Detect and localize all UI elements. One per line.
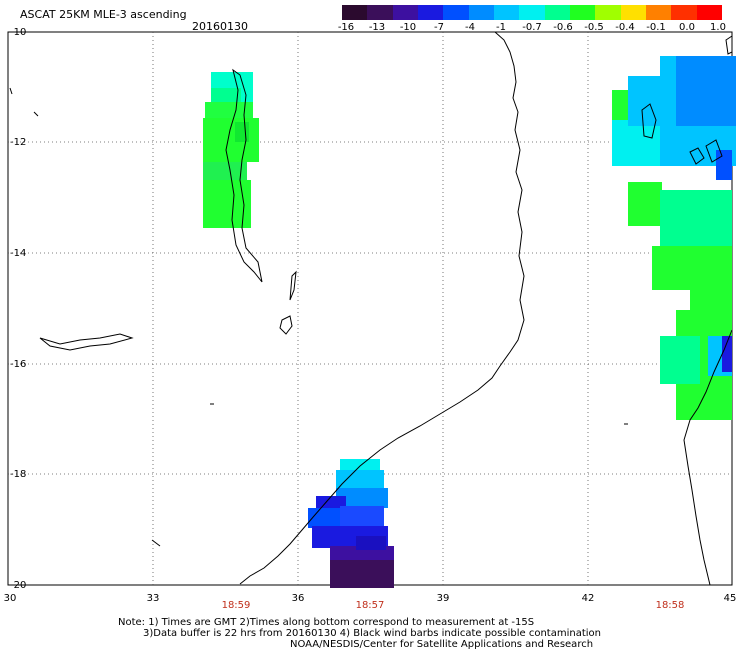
lon-label: 33 bbox=[146, 593, 160, 604]
map-date: 20160130 bbox=[192, 20, 248, 33]
swath-left bbox=[203, 72, 259, 228]
note-line-1: Note: 1) Times are GMT 2)Times along bot… bbox=[118, 617, 535, 628]
colorbar-label: 1.0 bbox=[710, 22, 726, 33]
colorbar-label: -7 bbox=[434, 22, 444, 33]
colorbar-swatch bbox=[519, 5, 545, 20]
lat-label: -10 bbox=[10, 27, 27, 38]
colorbar-swatch bbox=[342, 5, 368, 20]
lat-label: -12 bbox=[10, 137, 27, 148]
lat-label: -18 bbox=[10, 469, 27, 480]
lon-label: 30 bbox=[3, 593, 17, 604]
colorbar-swatch bbox=[595, 5, 621, 20]
lat-label: -20 bbox=[10, 580, 27, 591]
colorbar-swatch bbox=[367, 5, 393, 20]
colorbar-swatch bbox=[493, 5, 520, 20]
note-line-2: 3)Data buffer is 22 hrs from 20160130 4)… bbox=[143, 628, 601, 639]
colorbar-swatch bbox=[392, 5, 418, 20]
pass-time: 18:57 bbox=[355, 600, 385, 611]
colorbar-swatch bbox=[544, 5, 570, 20]
colorbar-swatch bbox=[645, 5, 672, 20]
colorbar-swatch bbox=[417, 5, 444, 20]
colorbar-label: -16 bbox=[337, 22, 355, 33]
colorbar-label: -0.1 bbox=[646, 22, 666, 33]
grid-lines bbox=[8, 32, 732, 585]
lat-label: -14 bbox=[10, 248, 27, 259]
colorbar-swatch bbox=[696, 5, 722, 20]
lon-label: 39 bbox=[436, 593, 450, 604]
pass-time: 18:59 bbox=[221, 600, 251, 611]
colorbar-label: -0.6 bbox=[553, 22, 573, 33]
colorbar bbox=[342, 5, 722, 20]
coastlines bbox=[9, 31, 733, 586]
swath-right bbox=[612, 56, 736, 420]
note-line-3: NOAA/NESDIS/Center for Satellite Applica… bbox=[290, 639, 594, 650]
colorbar-label: -0.4 bbox=[615, 22, 635, 33]
lat-label: -16 bbox=[10, 359, 27, 370]
colorbar-label: -4 bbox=[465, 22, 475, 33]
map-title: ASCAT 25KM MLE-3 ascending bbox=[20, 8, 187, 21]
colorbar-label: -13 bbox=[368, 22, 386, 33]
colorbar-label: -0.7 bbox=[522, 22, 542, 33]
lon-label: 45 bbox=[723, 593, 737, 604]
colorbar-label: -1 bbox=[496, 22, 506, 33]
colorbar-label: -10 bbox=[399, 22, 417, 33]
lon-label: 42 bbox=[581, 593, 595, 604]
pass-time: 18:58 bbox=[655, 600, 685, 611]
colorbar-label: -0.5 bbox=[584, 22, 604, 33]
swath-bottom bbox=[308, 459, 394, 588]
colorbar-swatch bbox=[569, 5, 596, 20]
colorbar-swatch bbox=[671, 5, 697, 20]
colorbar-swatch bbox=[620, 5, 646, 20]
colorbar-swatch bbox=[468, 5, 494, 20]
lon-label: 36 bbox=[291, 593, 305, 604]
colorbar-label: 0.0 bbox=[679, 22, 695, 33]
colorbar-swatch bbox=[443, 5, 469, 20]
